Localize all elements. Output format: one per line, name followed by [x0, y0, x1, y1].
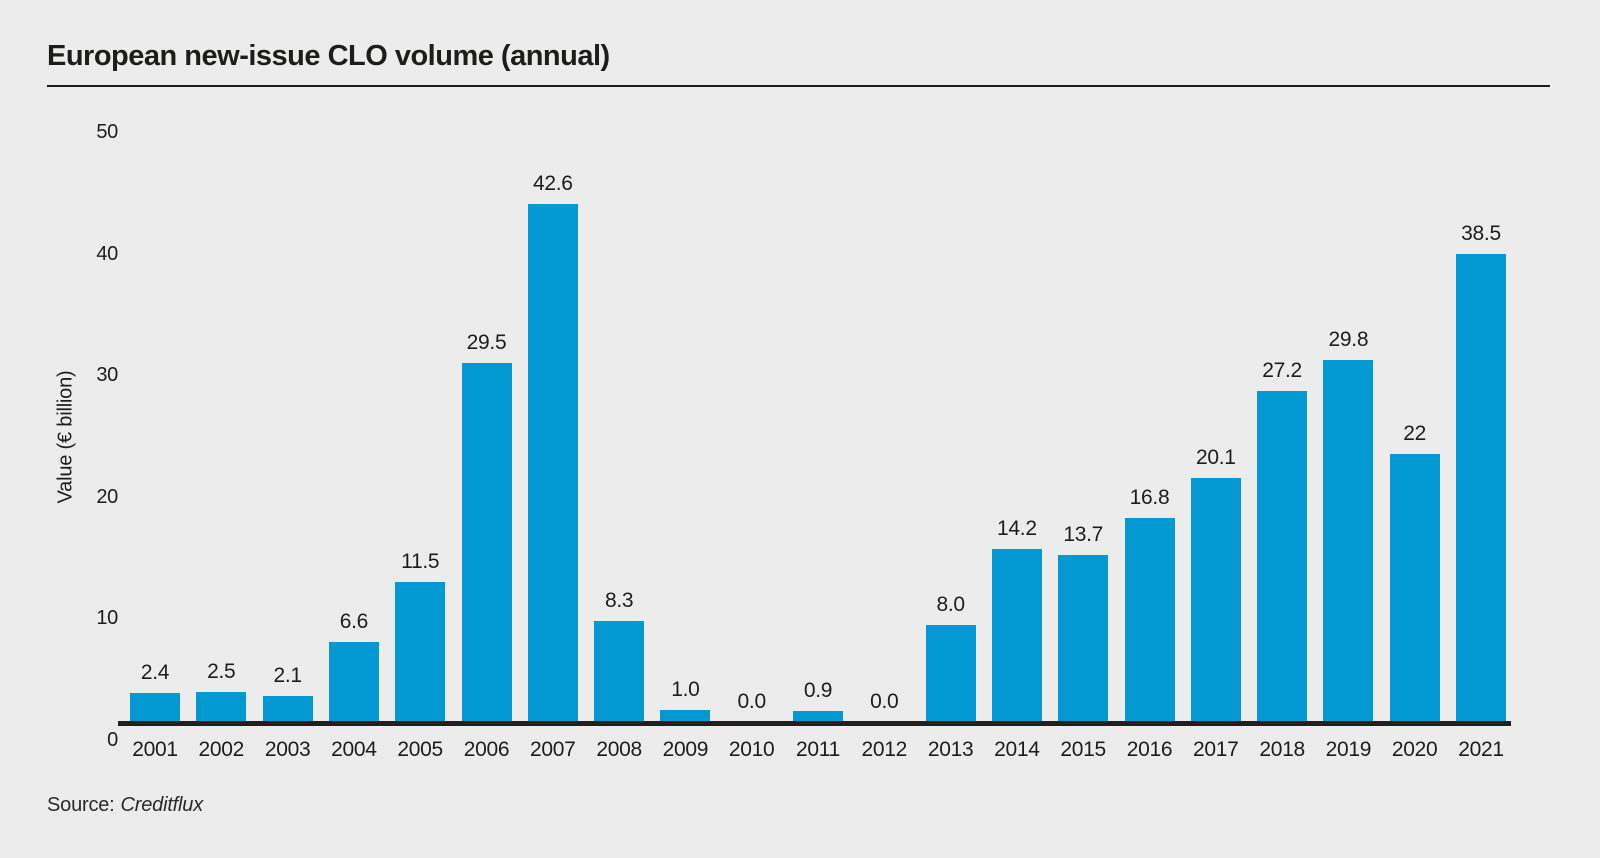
x-tick-label-2009: 2009 [662, 738, 709, 761]
bar-2015 [1058, 555, 1109, 722]
x-tick-label-2008: 2008 [596, 738, 642, 761]
bar-2017 [1190, 478, 1241, 722]
value-label-2006: 29.5 [466, 331, 507, 354]
bar-2008 [594, 621, 645, 722]
value-label-2019: 29.8 [1328, 328, 1369, 351]
x-tick-label-2017: 2017 [1193, 738, 1239, 761]
source-note: Source: Creditflux [47, 794, 203, 817]
bar-2005 [395, 582, 446, 722]
bar-2020 [1389, 454, 1440, 722]
chart-title: European new-issue CLO volume (annual) [47, 40, 610, 72]
x-tick-label-2019: 2019 [1325, 738, 1372, 761]
y-tick-label-40: 40 [96, 242, 118, 265]
value-label-2013: 8.0 [936, 593, 965, 616]
value-label-2009: 1.0 [671, 678, 700, 701]
value-label-2003: 2.1 [273, 664, 302, 687]
x-tick-label-2012: 2012 [861, 738, 908, 761]
value-label-2012: 0.0 [870, 690, 899, 713]
x-axis-line [118, 721, 1511, 726]
x-tick-label-2007: 2007 [530, 738, 576, 761]
x-tick-label-2002: 2002 [198, 738, 245, 761]
x-tick-label-2005: 2005 [397, 738, 443, 761]
value-label-2017: 20.1 [1195, 446, 1236, 469]
bar-2001 [130, 693, 180, 722]
y-tick-label-10: 10 [96, 607, 118, 630]
value-label-2015: 13.7 [1063, 523, 1104, 546]
source-name: Creditflux [120, 794, 204, 816]
source-label: Source: [47, 794, 115, 816]
y-tick-label-30: 30 [96, 364, 118, 387]
bar-2021 [1456, 254, 1506, 722]
x-tick-label-2006: 2006 [463, 738, 510, 761]
y-axis-title: Value (€ billion) [54, 370, 77, 504]
y-tick-label-0: 0 [107, 729, 118, 751]
x-tick-label-2010: 2010 [728, 738, 775, 761]
bar-2006 [461, 363, 512, 722]
bar-2003 [262, 696, 313, 722]
x-tick-label-2011: 2011 [796, 738, 840, 761]
x-tick-label-2014: 2014 [994, 738, 1040, 761]
value-label-2016: 16.8 [1129, 486, 1170, 509]
bar-2011 [793, 711, 843, 722]
x-tick-label-2001: 2001 [132, 738, 178, 761]
x-tick-label-2021: 2021 [1458, 738, 1504, 761]
bar-2019 [1323, 360, 1374, 722]
bar-2018 [1257, 391, 1308, 722]
bar-2007 [527, 204, 578, 722]
x-tick-label-2020: 2020 [1391, 738, 1438, 761]
value-label-2020: 22 [1403, 422, 1427, 445]
value-label-2011: 0.9 [803, 679, 833, 702]
x-tick-label-2016: 2016 [1126, 738, 1173, 761]
bar-2014 [991, 549, 1042, 722]
value-label-2005: 11.5 [401, 550, 440, 573]
value-label-2001: 2.4 [140, 661, 170, 684]
value-label-2010: 0.0 [737, 690, 767, 713]
bar-2013 [925, 625, 976, 722]
y-tick-label-20: 20 [96, 485, 118, 508]
x-tick-label-2004: 2004 [331, 738, 377, 761]
bar-2004 [328, 642, 379, 722]
value-label-2008: 8.3 [604, 589, 634, 612]
x-tick-label-2013: 2013 [927, 738, 974, 761]
x-tick-label-2003: 2003 [264, 738, 311, 761]
value-label-2014: 14.2 [997, 517, 1037, 540]
x-tick-label-2018: 2018 [1259, 738, 1305, 761]
y-tick-label-50: 50 [96, 121, 118, 143]
value-label-2018: 27.2 [1262, 359, 1302, 382]
x-tick-label-2015: 2015 [1060, 738, 1106, 761]
value-label-2007: 42.6 [532, 172, 573, 195]
value-label-2021: 38.5 [1461, 222, 1501, 245]
bar-2002 [196, 692, 247, 722]
bar-2016 [1124, 518, 1175, 722]
value-label-2004: 6.6 [339, 610, 369, 633]
value-label-2002: 2.5 [207, 660, 236, 683]
bar-2009 [660, 710, 711, 722]
title-underline [47, 85, 1550, 87]
